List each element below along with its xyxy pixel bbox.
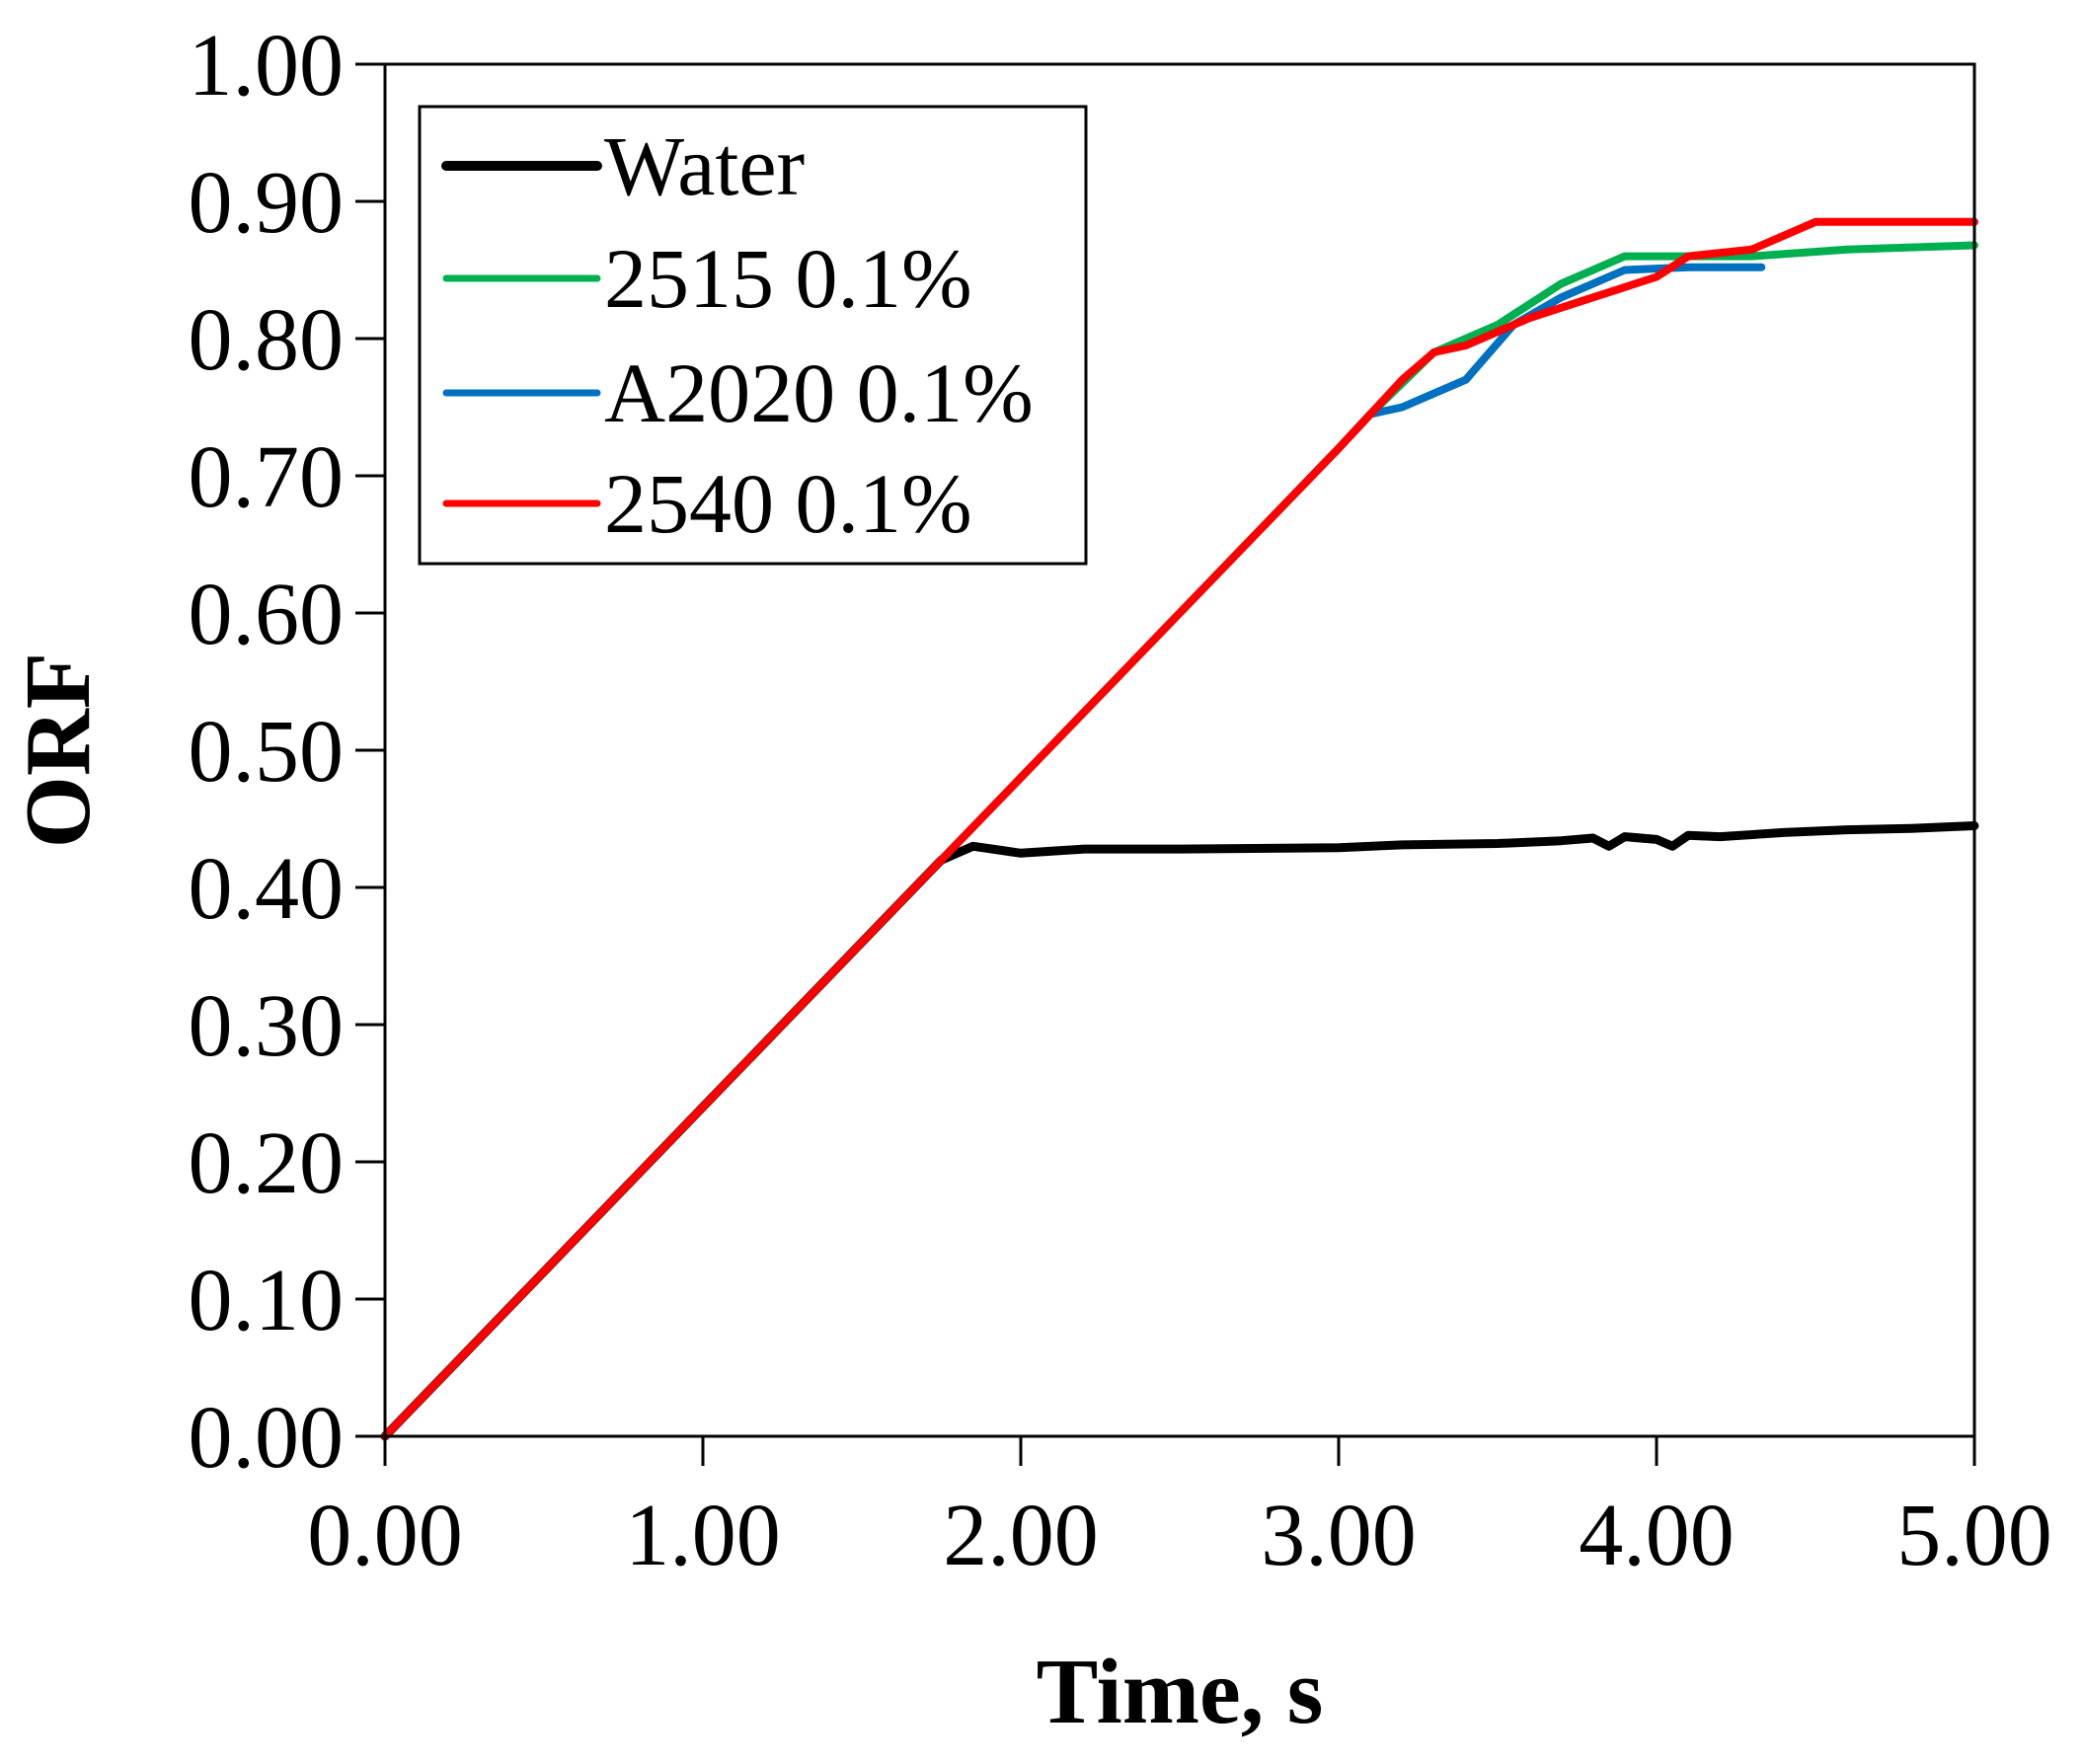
x-tick-label: 4.00 <box>1579 1487 1735 1584</box>
legend-label: Water <box>604 118 805 213</box>
y-tick-label: 0.60 <box>189 566 345 663</box>
y-axis-title: ORF <box>7 652 110 848</box>
x-axis-title: Time, s <box>1037 1641 1324 1743</box>
y-tick-label: 0.30 <box>189 977 345 1075</box>
x-tick-label: 3.00 <box>1261 1487 1417 1584</box>
y-tick-label: 0.90 <box>189 154 345 252</box>
x-tick-label: 2.00 <box>943 1487 1099 1584</box>
legend-label: A2020 0.1% <box>604 345 1034 440</box>
y-tick-label: 0.00 <box>189 1389 345 1487</box>
y-tick-label: 0.10 <box>189 1252 345 1349</box>
y-tick-label: 0.20 <box>189 1114 345 1212</box>
series-layer <box>380 217 1979 1441</box>
x-tick-label: 1.00 <box>625 1487 781 1584</box>
x-axis: 0.00 1.00 2.00 3.00 4.00 5.00 <box>307 1436 2052 1584</box>
x-tick-label: 0.00 <box>307 1487 463 1584</box>
y-tick-label: 0.50 <box>189 703 345 801</box>
x-tick-label: 5.00 <box>1896 1487 2052 1584</box>
y-axis: 0.00 0.10 0.20 0.30 0.40 0.50 0.60 0.70 0.80 0.90… <box>189 17 385 1487</box>
legend-label: 2515 0.1% <box>604 231 972 326</box>
y-tick-label: 0.40 <box>189 840 345 938</box>
y-tick-label: 0.80 <box>189 291 345 389</box>
y-tick-label: 1.00 <box>189 17 345 115</box>
legend: Water 2515 0.1% A2020 0.1% 2540 0.1% <box>418 105 1088 566</box>
series-line-2540 <box>381 217 1978 1440</box>
y-tick-label: 0.70 <box>189 428 345 526</box>
legend-label: 2540 0.1% <box>604 456 972 551</box>
legend-box <box>418 105 1088 566</box>
